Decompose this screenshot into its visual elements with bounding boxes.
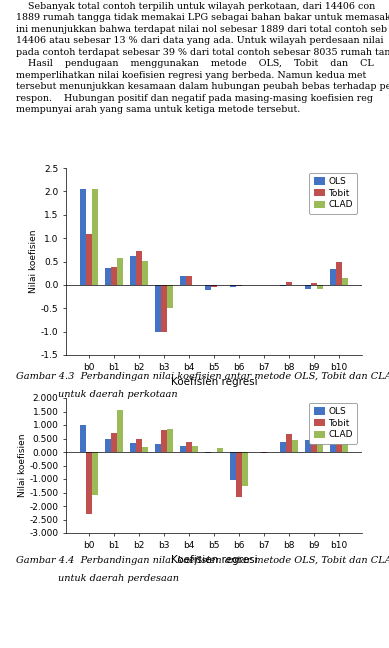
Bar [280,285,286,286]
Bar [305,285,311,288]
Bar [305,440,311,452]
Legend: OLS, Tobit, CLAD: OLS, Tobit, CLAD [309,172,357,214]
Bar [317,422,323,452]
Bar [130,256,136,285]
Bar [117,258,123,285]
Bar [161,430,167,452]
Bar [186,442,192,452]
Bar [205,285,211,290]
Bar [261,452,267,454]
Bar [142,446,148,452]
Bar [292,440,298,452]
X-axis label: Koefisien regresi: Koefisien regresi [171,377,257,388]
Bar [317,285,323,288]
Bar [86,452,92,514]
Bar [192,446,198,452]
Text: Gambar 4.4  Perbandingan nilai koefisien antar metode OLS, Tobit dan CLAD: Gambar 4.4 Perbandingan nilai koefisien … [16,556,389,565]
Text: Sebanyak total contoh terpilih untuk wilayah perkotaan, dari 14406 con
1889 ruma: Sebanyak total contoh terpilih untuk wil… [16,2,389,114]
Bar [111,267,117,285]
Bar [80,189,86,285]
Bar [117,410,123,452]
Bar [167,429,173,452]
Bar [342,278,348,285]
Bar [230,452,236,480]
Bar [186,275,192,285]
Bar [86,235,92,285]
Bar [329,268,336,285]
Bar [92,452,98,495]
Bar [154,445,161,452]
Bar [167,285,173,308]
Bar [311,425,317,452]
Bar [329,425,336,452]
X-axis label: Koefisien regresi: Koefisien regresi [171,555,257,565]
Bar [180,277,186,285]
Bar [336,262,342,285]
Bar [111,433,117,452]
Legend: OLS, Tobit, CLAD: OLS, Tobit, CLAD [309,402,357,444]
Bar [242,452,248,486]
Bar [342,428,348,452]
Bar [236,285,242,286]
Bar [286,434,292,452]
Bar [154,285,161,332]
Bar [105,268,111,285]
Bar [130,443,136,452]
Text: untuk daerah perkotaan: untuk daerah perkotaan [58,390,178,399]
Bar [161,285,167,332]
Y-axis label: Nilai koefisien: Nilai koefisien [29,230,38,294]
Bar [105,439,111,452]
Bar [217,448,223,452]
Bar [280,442,286,452]
Bar [136,251,142,285]
Bar [142,260,148,285]
Text: Gambar 4.3  Perbandingan nilai koefisien antar metode OLS, Tobit dan CLAD: Gambar 4.3 Perbandingan nilai koefisien … [16,372,389,381]
Bar [92,189,98,285]
Bar [286,282,292,285]
Bar [311,283,317,285]
Bar [211,285,217,287]
Bar [236,452,242,498]
Y-axis label: Nilai koefisien: Nilai koefisien [18,434,26,497]
Bar [136,439,142,452]
Bar [336,413,342,452]
Bar [80,425,86,452]
Text: untuk daerah perdesaan: untuk daerah perdesaan [58,574,179,583]
Bar [180,446,186,452]
Bar [230,285,236,287]
